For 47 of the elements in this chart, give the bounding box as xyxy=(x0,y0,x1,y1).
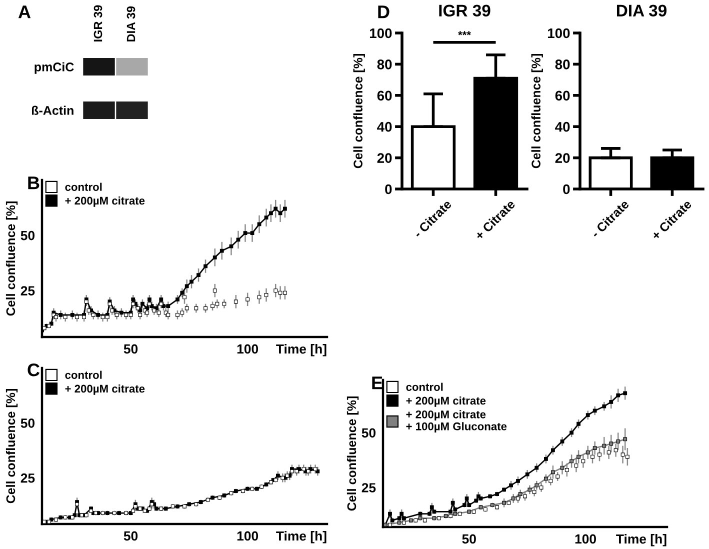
x-axis-title: Time [h] xyxy=(276,344,326,356)
y-tick-label: 40 xyxy=(555,122,570,132)
legend-label: + 200µM citrate xyxy=(65,196,145,207)
legend-label: control xyxy=(65,370,102,379)
legend-label: + 200µM citrate xyxy=(406,396,486,407)
category-label: pmCiC xyxy=(34,62,74,74)
x-tick-label: 100 xyxy=(575,534,596,544)
y-tick-label: 20 xyxy=(555,153,570,163)
x-tick-label: 50 xyxy=(462,534,476,544)
y-tick-label: 100 xyxy=(370,28,392,38)
text: B xyxy=(28,176,40,190)
y-axis-title: Cell confluence [%] xyxy=(6,389,18,504)
x-tick-label: 100 xyxy=(237,531,258,541)
text: E xyxy=(372,376,382,390)
legend-label: control xyxy=(406,382,443,391)
text: C xyxy=(28,363,40,376)
y-tick-label: 25 xyxy=(20,473,35,483)
text: A xyxy=(18,6,31,18)
legend-label: + 200µM citrate xyxy=(65,384,145,395)
x-axis-title: Time [h] xyxy=(616,534,666,546)
y-tick-label: 80 xyxy=(377,60,392,70)
legend-label: control xyxy=(65,182,102,191)
chart-title: DIA 39 xyxy=(616,4,667,17)
category-label: IGR 39 xyxy=(94,5,102,42)
annotation: *** xyxy=(458,31,471,36)
y-tick-label: 0 xyxy=(563,184,570,194)
category-label: ß-Actin xyxy=(32,106,74,115)
y-tick-label: 40 xyxy=(377,122,392,132)
y-tick-label: 25 xyxy=(20,286,35,296)
y-axis-title: Cell confluence [%] xyxy=(6,202,18,316)
category-label: DIA 39 xyxy=(126,6,136,42)
y-tick-label: 50 xyxy=(20,418,35,428)
y-tick-label: 100 xyxy=(548,28,570,38)
y-tick-label: 20 xyxy=(377,153,392,163)
legend-label: + 200µM citrate + 100µM Gluconate xyxy=(406,410,507,432)
y-tick-label: 25 xyxy=(362,483,376,492)
text: D xyxy=(378,6,390,18)
x-axis-title: Time [h] xyxy=(276,531,326,544)
y-axis-title: Cell confluence [%] xyxy=(531,54,543,168)
y-tick-label: 60 xyxy=(555,90,570,101)
y-tick-label: 0 xyxy=(385,184,392,194)
x-tick-label: 50 xyxy=(124,531,138,541)
y-axis-title: Cell confluence [%] xyxy=(353,54,365,168)
y-tick-label: 80 xyxy=(555,60,570,70)
y-tick-label: 60 xyxy=(377,90,392,101)
chart-title: IGR 39 xyxy=(439,4,490,17)
y-axis-title: Cell confluence [%] xyxy=(346,396,359,511)
